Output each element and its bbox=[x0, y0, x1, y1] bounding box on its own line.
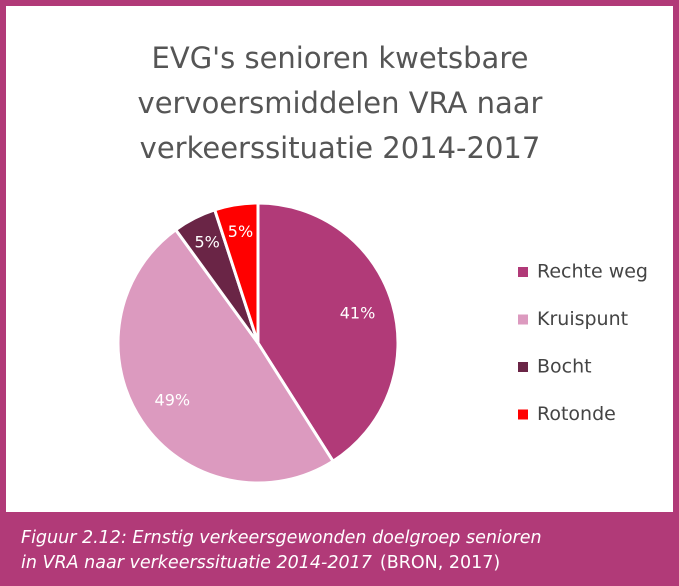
caption: in VRA naar verkeerssituatie 2014-2017 (B… bbox=[21, 553, 500, 573]
caption: Figuur 2.12: Ernstig verkeersgewonden do… bbox=[21, 528, 542, 548]
pie-slice bbox=[116, 227, 336, 485]
legend-swatch bbox=[518, 267, 528, 277]
caption-source: (BRON, 2017) bbox=[380, 553, 500, 573]
data-label: 41% bbox=[340, 304, 376, 323]
chart-title: vervoersmiddelen VRA naar bbox=[138, 86, 543, 120]
caption-line: in VRA naar verkeerssituatie 2014-2017 bbox=[21, 553, 372, 573]
caption-band bbox=[3, 512, 676, 583]
legend-swatch bbox=[518, 362, 528, 372]
chart-title: EVG's senioren kwetsbare bbox=[152, 41, 529, 75]
data-label: 5% bbox=[228, 222, 253, 241]
legend-label: Kruispunt bbox=[537, 308, 628, 330]
legend-label: Bocht bbox=[537, 356, 592, 378]
legend-label: Rechte weg bbox=[537, 261, 648, 283]
chart-title: verkeerssituatie 2014-2017 bbox=[140, 131, 541, 165]
legend-swatch bbox=[518, 314, 528, 325]
data-label: 5% bbox=[194, 233, 219, 252]
legend-swatch bbox=[518, 409, 528, 420]
pie-slice bbox=[212, 201, 260, 344]
data-label: 49% bbox=[155, 391, 191, 410]
legend-label: Rotonde bbox=[537, 403, 616, 425]
